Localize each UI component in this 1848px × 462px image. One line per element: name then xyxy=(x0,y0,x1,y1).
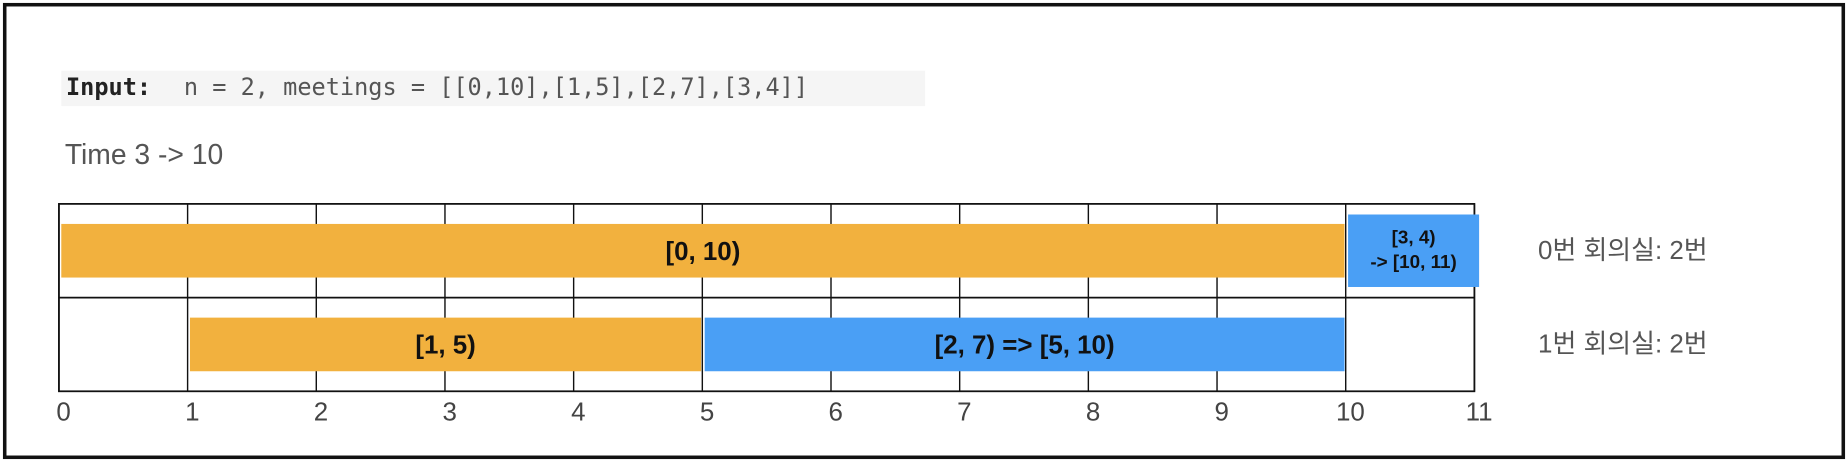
tick-label: 1 xyxy=(185,399,199,427)
tick-label: 6 xyxy=(829,399,843,427)
input-value: n = 2, meetings = [[0,10],[1,5],[2,7],[3… xyxy=(184,73,808,101)
code-background xyxy=(61,70,926,107)
meeting-bar xyxy=(61,223,1345,278)
meeting-bar xyxy=(704,317,1345,372)
tick-label: 2 xyxy=(314,399,328,427)
meeting-label: [3, 4) xyxy=(1392,226,1436,247)
tick-label: 10 xyxy=(1336,399,1365,427)
tick-label: 11 xyxy=(1466,399,1493,427)
tick-label: 4 xyxy=(571,399,585,427)
meeting-label: [1, 5) xyxy=(415,332,475,360)
meeting-label: -> [10, 11) xyxy=(1370,251,1456,272)
tick-label: 8 xyxy=(1086,399,1100,427)
meeting-bar xyxy=(189,317,702,372)
meeting-bar xyxy=(1348,214,1480,287)
meeting-label: [0, 10) xyxy=(665,238,740,266)
tick-label: 9 xyxy=(1215,399,1229,427)
input-label: Input: xyxy=(66,73,151,101)
tick-label: 5 xyxy=(700,399,714,427)
timeline: 0 1 2 3 4 5 6 7 8 9 10 11 [0, 10) [3, 4) -> [10, 11) 0번… xyxy=(56,203,1708,427)
tick-label: 7 xyxy=(957,399,971,427)
tick-label: 3 xyxy=(442,399,456,427)
room-label: 1번 회의실: 2번 xyxy=(1538,329,1708,358)
tick-label: 0 xyxy=(56,399,70,427)
time-label: Time 3 -> 10 xyxy=(65,138,223,170)
meeting-label: [2, 7) => [5, 10) xyxy=(935,332,1115,360)
room-label: 0번 회의실: 2번 xyxy=(1538,236,1708,265)
